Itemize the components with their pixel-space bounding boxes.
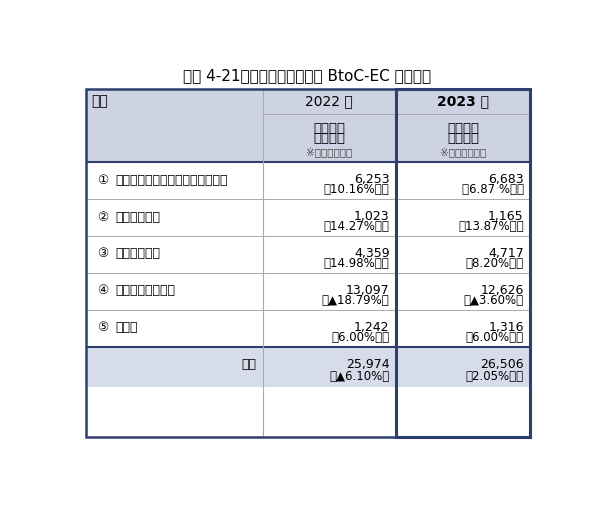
Bar [86, 310, 263, 347]
Text: 26,506: 26,506 [480, 358, 524, 372]
Text: 有料音楽配信: 有料音楽配信 [115, 210, 160, 224]
Bar [86, 162, 263, 199]
Text: 2022 年: 2022 年 [305, 95, 353, 108]
Text: 1,165: 1,165 [488, 210, 524, 223]
Text: 6,683: 6,683 [488, 173, 524, 186]
Text: （6.00%増）: （6.00%増） [332, 331, 389, 344]
Bar [86, 114, 263, 162]
Bar [263, 236, 396, 273]
Text: 2023 年: 2023 年 [437, 95, 489, 108]
Text: ①: ① [97, 173, 109, 187]
Bar [396, 199, 530, 236]
Bar [86, 89, 530, 438]
Text: 合計: 合計 [241, 358, 256, 372]
Bar [86, 89, 263, 114]
Text: ②: ② [97, 210, 109, 224]
Text: ④: ④ [97, 284, 109, 298]
Text: 市場規模: 市場規模 [447, 122, 479, 135]
Text: （8.20%増）: （8.20%増） [466, 257, 524, 270]
Text: 25,974: 25,974 [346, 358, 389, 372]
Text: （10.16%増）: （10.16%増） [324, 183, 389, 196]
Bar [396, 347, 530, 387]
Bar [396, 273, 530, 310]
Text: （2.05%増）: （2.05%増） [466, 370, 524, 383]
Text: 有料動画配信: 有料動画配信 [115, 247, 160, 261]
Text: 12,626: 12,626 [481, 284, 524, 297]
Bar [396, 89, 530, 114]
Text: （14.98%増）: （14.98%増） [324, 257, 389, 270]
Bar [396, 236, 530, 273]
Text: 市場規模: 市場規模 [313, 122, 345, 135]
Text: （14.27%増）: （14.27%増） [324, 220, 389, 233]
Text: ※下段：前年比: ※下段：前年比 [306, 147, 352, 157]
Text: （億円）: （億円） [447, 132, 479, 146]
Text: ※下段：前年比: ※下段：前年比 [440, 147, 486, 157]
Text: （6.87 %増）: （6.87 %増） [462, 183, 524, 196]
Bar [263, 199, 396, 236]
Bar [263, 114, 396, 162]
Text: ⑤: ⑤ [97, 321, 109, 335]
Text: 1,316: 1,316 [488, 320, 524, 334]
Bar [86, 236, 263, 273]
Text: 図表 4-21：デジタル系分野の BtoC-EC 市場規模: 図表 4-21：デジタル系分野の BtoC-EC 市場規模 [184, 68, 431, 84]
Bar [86, 273, 263, 310]
Text: （▲18.79%）: （▲18.79%） [322, 294, 389, 307]
Text: （13.87%増）: （13.87%増） [458, 220, 524, 233]
Bar [86, 347, 263, 387]
Text: 4,359: 4,359 [354, 247, 389, 260]
Bar [396, 114, 530, 162]
Bar [396, 310, 530, 347]
Bar [396, 89, 530, 438]
Text: （▲6.10%）: （▲6.10%） [329, 370, 389, 383]
Bar [263, 89, 396, 114]
Bar [396, 162, 530, 199]
Text: 4,717: 4,717 [488, 247, 524, 260]
Text: （億円）: （億円） [313, 132, 345, 146]
Bar [263, 162, 396, 199]
Text: 分類: 分類 [91, 95, 108, 108]
Text: （6.00%増）: （6.00%増） [466, 331, 524, 344]
Bar [263, 310, 396, 347]
Text: 6,253: 6,253 [354, 173, 389, 186]
Text: 1,242: 1,242 [354, 320, 389, 334]
Text: 13,097: 13,097 [346, 284, 389, 297]
Text: その他: その他 [115, 321, 138, 335]
Text: 1,023: 1,023 [354, 210, 389, 223]
Bar [86, 199, 263, 236]
Text: ③: ③ [97, 247, 109, 261]
Text: 電子出版（電子書籍・電子雑誌）: 電子出版（電子書籍・電子雑誌） [115, 173, 228, 187]
Text: （▲3.60%）: （▲3.60%） [464, 294, 524, 307]
Bar [263, 273, 396, 310]
Text: オンラインゲーム: オンラインゲーム [115, 284, 175, 298]
Bar [263, 347, 396, 387]
